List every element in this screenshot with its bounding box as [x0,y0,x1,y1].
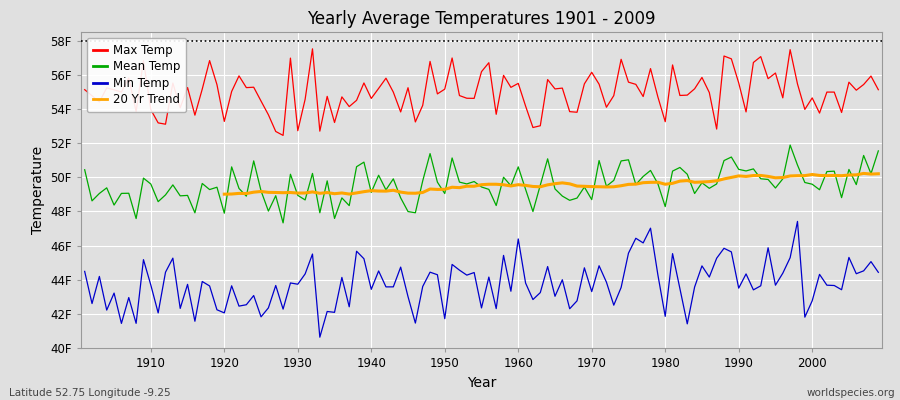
X-axis label: Year: Year [467,376,496,390]
Legend: Max Temp, Mean Temp, Min Temp, 20 Yr Trend: Max Temp, Mean Temp, Min Temp, 20 Yr Tre… [87,38,186,112]
Title: Yearly Average Temperatures 1901 - 2009: Yearly Average Temperatures 1901 - 2009 [307,10,656,28]
Y-axis label: Temperature: Temperature [31,146,45,234]
Text: Latitude 52.75 Longitude -9.25: Latitude 52.75 Longitude -9.25 [9,388,171,398]
Text: worldspecies.org: worldspecies.org [807,388,896,398]
